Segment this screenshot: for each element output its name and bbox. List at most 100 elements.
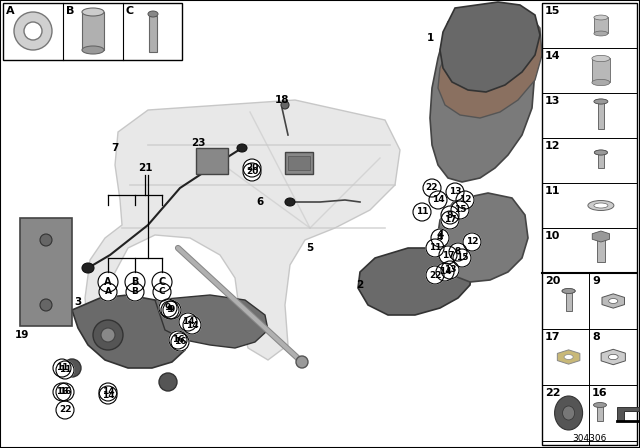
Text: 3: 3 bbox=[74, 297, 82, 307]
Bar bbox=[542, 3, 637, 445]
Circle shape bbox=[429, 191, 447, 209]
Circle shape bbox=[56, 361, 74, 379]
Bar bbox=[597, 405, 603, 421]
Polygon shape bbox=[72, 295, 188, 368]
Circle shape bbox=[431, 229, 449, 247]
Circle shape bbox=[451, 201, 469, 219]
Ellipse shape bbox=[562, 289, 575, 293]
Ellipse shape bbox=[296, 356, 308, 368]
Text: 11: 11 bbox=[545, 186, 561, 196]
Text: 12: 12 bbox=[545, 141, 561, 151]
Ellipse shape bbox=[101, 328, 115, 342]
Polygon shape bbox=[557, 350, 580, 364]
Circle shape bbox=[159, 299, 177, 317]
Ellipse shape bbox=[594, 31, 608, 36]
Circle shape bbox=[56, 383, 74, 401]
Bar bbox=[592, 59, 610, 82]
Text: 20: 20 bbox=[246, 164, 258, 172]
Polygon shape bbox=[602, 294, 625, 308]
Text: 9: 9 bbox=[592, 276, 600, 286]
Circle shape bbox=[243, 159, 261, 177]
Text: 7: 7 bbox=[111, 143, 118, 153]
Circle shape bbox=[441, 211, 459, 229]
Circle shape bbox=[171, 333, 189, 351]
Text: A: A bbox=[104, 277, 112, 287]
Circle shape bbox=[243, 163, 261, 181]
Circle shape bbox=[98, 272, 118, 292]
Text: B: B bbox=[66, 6, 74, 16]
Bar bbox=[594, 17, 608, 34]
Text: 15: 15 bbox=[545, 6, 561, 16]
Polygon shape bbox=[85, 100, 400, 360]
Text: 5: 5 bbox=[307, 243, 314, 253]
Circle shape bbox=[439, 246, 457, 264]
Ellipse shape bbox=[562, 289, 575, 293]
Polygon shape bbox=[617, 407, 639, 421]
Bar bbox=[598, 152, 604, 168]
Circle shape bbox=[456, 191, 474, 209]
Text: 17: 17 bbox=[444, 215, 456, 224]
Text: 15: 15 bbox=[454, 206, 467, 215]
Ellipse shape bbox=[40, 299, 52, 311]
Circle shape bbox=[426, 239, 444, 257]
Ellipse shape bbox=[159, 373, 177, 391]
Polygon shape bbox=[440, 2, 540, 92]
Circle shape bbox=[99, 386, 117, 404]
Text: C: C bbox=[159, 288, 165, 297]
Text: 13: 13 bbox=[444, 266, 456, 275]
Text: 14: 14 bbox=[438, 267, 451, 276]
Text: A: A bbox=[6, 6, 15, 16]
Text: 9: 9 bbox=[169, 306, 175, 314]
Ellipse shape bbox=[82, 263, 94, 273]
Text: 11: 11 bbox=[56, 363, 68, 372]
Text: 18: 18 bbox=[275, 95, 289, 105]
Text: 2: 2 bbox=[356, 280, 364, 290]
Ellipse shape bbox=[594, 15, 608, 20]
Circle shape bbox=[99, 383, 117, 401]
Ellipse shape bbox=[609, 354, 618, 360]
Polygon shape bbox=[592, 231, 609, 242]
Circle shape bbox=[163, 301, 181, 319]
Text: 304306: 304306 bbox=[572, 434, 607, 443]
Circle shape bbox=[56, 401, 74, 419]
Text: 16: 16 bbox=[592, 388, 607, 398]
Text: 22: 22 bbox=[426, 184, 438, 193]
Circle shape bbox=[53, 383, 71, 401]
Circle shape bbox=[153, 283, 171, 301]
Circle shape bbox=[441, 206, 459, 224]
Ellipse shape bbox=[40, 234, 52, 246]
Text: 23: 23 bbox=[191, 138, 205, 148]
Text: C: C bbox=[158, 277, 166, 287]
Text: 16: 16 bbox=[172, 336, 184, 345]
Bar bbox=[82, 12, 104, 50]
Ellipse shape bbox=[594, 99, 608, 104]
Ellipse shape bbox=[594, 203, 608, 208]
Bar bbox=[20, 218, 72, 326]
Circle shape bbox=[126, 283, 144, 301]
Circle shape bbox=[99, 283, 117, 301]
Text: 6: 6 bbox=[257, 197, 264, 207]
Text: 13: 13 bbox=[545, 96, 561, 106]
Circle shape bbox=[449, 243, 467, 261]
Bar bbox=[3, 3, 182, 60]
Ellipse shape bbox=[592, 79, 610, 86]
Circle shape bbox=[423, 179, 441, 197]
Text: 14: 14 bbox=[432, 195, 444, 204]
Circle shape bbox=[152, 272, 172, 292]
Text: 11: 11 bbox=[416, 207, 428, 216]
Text: 1: 1 bbox=[426, 33, 434, 43]
Text: 16: 16 bbox=[173, 337, 186, 346]
Text: 14: 14 bbox=[182, 318, 195, 327]
Bar bbox=[149, 16, 157, 52]
Circle shape bbox=[446, 183, 464, 201]
Text: 14: 14 bbox=[186, 320, 198, 329]
Text: 19: 19 bbox=[15, 330, 29, 340]
Circle shape bbox=[169, 331, 187, 349]
Ellipse shape bbox=[595, 150, 607, 155]
Text: 16: 16 bbox=[56, 388, 68, 396]
Text: 12: 12 bbox=[466, 237, 478, 246]
Text: 20: 20 bbox=[545, 276, 561, 286]
Ellipse shape bbox=[281, 101, 289, 109]
Circle shape bbox=[53, 359, 71, 377]
Bar bbox=[285, 152, 313, 174]
